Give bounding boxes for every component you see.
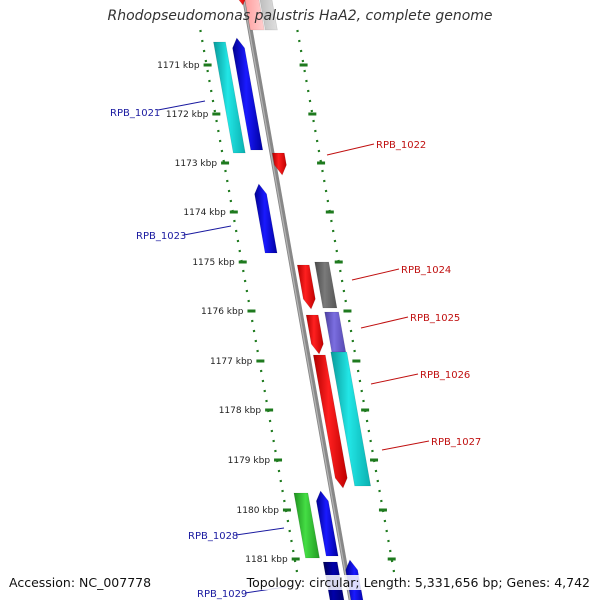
leader-line	[360, 316, 409, 329]
gene-labels: RPB_1021 RPB_1022 RPB_1023 RPB_1024 RPB_1025…	[110, 108, 481, 600]
gene-label-rpb-1028[interactable]: RPB_1028	[188, 531, 238, 542]
gray-fragment-feature[interactable]	[258, 0, 278, 31]
topology-summary: Topology: circular; Length: 5,331,656 bp…	[246, 575, 590, 590]
kbp-label: 1176 kbp	[201, 307, 244, 317]
kbp-label: 1172 kbp	[166, 110, 209, 120]
red-gene-rpb-1025[interactable]	[305, 314, 324, 355]
leader-line	[326, 143, 375, 156]
kbp-label: 1177 kbp	[210, 357, 253, 367]
backbone-highlight	[243, 0, 351, 600]
genome-title: Rhodopseudomonas palustris HaA2, complet…	[107, 8, 493, 24]
gene-label-rpb-1023[interactable]: RPB_1023	[136, 231, 186, 242]
kbp-label: 1179 kbp	[228, 456, 271, 466]
red-gene-rpb-1026[interactable]	[312, 354, 348, 489]
leader-line	[351, 268, 400, 281]
gene-label-rpb-1022[interactable]: RPB_1022	[376, 140, 426, 151]
accession-text: Accession: NC_007778	[9, 575, 152, 590]
leader-line	[381, 440, 430, 451]
red-gene-rpb-1022[interactable]	[271, 152, 287, 176]
label-leader-lines	[157, 100, 430, 594]
blue-gene-rpb-1023[interactable]	[254, 183, 278, 254]
gene-label-rpb-1027[interactable]: RPB_1027	[431, 437, 481, 448]
cyan-gene-rpb-1027[interactable]	[330, 351, 372, 487]
pink-fragment-feature[interactable]	[243, 0, 265, 31]
leader-line	[183, 225, 232, 236]
gene-label-rpb-1025[interactable]: RPB_1025	[410, 313, 460, 324]
gray-gene-rpb-1024[interactable]	[314, 261, 338, 309]
kbp-label: 1174 kbp	[183, 208, 226, 218]
cyan-gene-rpb-1021[interactable]	[213, 41, 246, 154]
backbone-line	[242, 0, 354, 600]
leader-line	[157, 100, 206, 111]
kbp-scale-labels: 1171 kbp 1172 kbp 1173 kbp 1174 kbp 1175 kbp…	[157, 61, 288, 565]
purple-gene-rpb-1025[interactable]	[324, 311, 347, 353]
genome-backbone	[242, 0, 354, 600]
kbp-label: 1175 kbp	[192, 258, 235, 268]
ruler-ticks	[199, 29, 396, 573]
red-top-feature[interactable]	[234, 0, 247, 6]
gene-label-rpb-1021[interactable]: RPB_1021	[110, 108, 160, 119]
leader-line	[235, 527, 285, 536]
green-gene-rpb-1028[interactable]	[293, 492, 320, 559]
kbp-label: 1180 kbp	[237, 506, 280, 516]
kbp-label: 1178 kbp	[219, 406, 262, 416]
blue-gene-rpb-1021[interactable]	[232, 37, 264, 151]
blue-gene-rpb-1028[interactable]	[316, 490, 339, 557]
kbp-label: 1173 kbp	[175, 159, 218, 169]
kbp-label: 1171 kbp	[157, 61, 200, 71]
leader-line	[370, 373, 419, 385]
red-gene-rpb-1024[interactable]	[296, 264, 316, 310]
gene-label-rpb-1029[interactable]: RPB_1029	[197, 589, 247, 600]
gene-features	[213, 0, 372, 600]
kbp-label: 1181 kbp	[245, 555, 288, 565]
gene-label-rpb-1024[interactable]: RPB_1024	[401, 265, 451, 276]
gene-label-rpb-1026[interactable]: RPB_1026	[420, 370, 470, 381]
